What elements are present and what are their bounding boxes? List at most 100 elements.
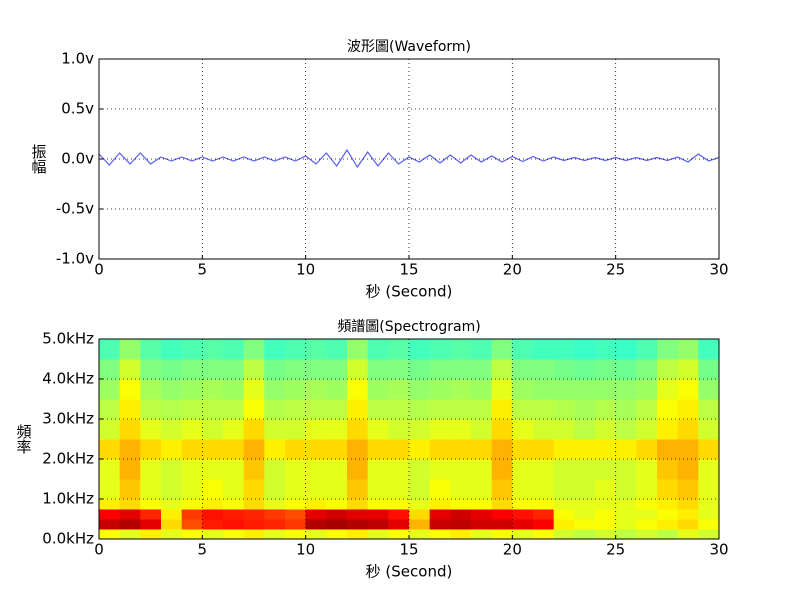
heat-cell xyxy=(264,419,286,440)
heat-cell xyxy=(305,509,327,520)
x-tick-label: 0 xyxy=(94,541,104,559)
heat-cell xyxy=(615,419,637,440)
x-tick-label: 30 xyxy=(709,541,728,559)
heat-cell xyxy=(326,509,348,520)
heat-cell xyxy=(595,509,617,520)
heat-cell xyxy=(471,459,493,480)
heat-cell xyxy=(553,529,575,540)
heat-cell xyxy=(657,479,679,500)
heat-cell xyxy=(429,519,451,530)
heat-cell xyxy=(326,459,348,480)
heat-cell xyxy=(181,519,203,530)
heat-cell xyxy=(491,479,513,500)
heat-cell xyxy=(471,419,493,440)
heat-cell xyxy=(636,519,658,530)
heat-cell xyxy=(409,459,431,480)
heat-cell xyxy=(347,519,369,530)
heat-cell xyxy=(657,419,679,440)
heat-cell xyxy=(677,529,699,540)
heat-cell xyxy=(553,399,575,420)
heat-cell xyxy=(615,439,637,460)
heat-cell xyxy=(202,509,224,520)
heat-cell xyxy=(202,439,224,460)
heat-cell xyxy=(429,509,451,520)
heat-cell xyxy=(512,509,534,520)
heat-cell xyxy=(636,339,658,360)
heat-cell xyxy=(367,529,389,540)
heat-cell xyxy=(243,479,265,500)
heat-cell xyxy=(657,359,679,380)
heat-cell xyxy=(677,359,699,380)
heat-cell xyxy=(285,399,307,420)
heat-cell xyxy=(305,419,327,440)
heat-cell xyxy=(553,359,575,380)
heat-cell xyxy=(161,479,183,500)
heat-cell xyxy=(202,529,224,540)
heat-cell xyxy=(677,459,699,480)
heat-cell xyxy=(491,529,513,540)
heat-cell xyxy=(326,399,348,420)
heat-cell xyxy=(243,439,265,460)
heat-cell xyxy=(202,419,224,440)
heat-cell xyxy=(181,419,203,440)
heat-cell xyxy=(491,439,513,460)
heat-cell xyxy=(698,479,720,500)
heat-cell xyxy=(574,519,596,530)
heat-cell xyxy=(429,459,451,480)
heat-cell xyxy=(677,419,699,440)
heat-cell xyxy=(119,509,141,520)
heat-cell xyxy=(574,359,596,380)
heat-cell xyxy=(471,439,493,460)
heat-cell xyxy=(553,479,575,500)
heat-cell xyxy=(202,359,224,380)
heat-cell xyxy=(285,459,307,480)
heat-cell xyxy=(305,479,327,500)
heat-cell xyxy=(657,379,679,400)
heat-cell xyxy=(512,439,534,460)
heat-cell xyxy=(409,529,431,540)
heat-cell xyxy=(140,459,162,480)
heat-cell xyxy=(553,339,575,360)
heat-cell xyxy=(99,519,121,530)
heat-cell xyxy=(677,519,699,530)
heat-cell xyxy=(181,399,203,420)
heat-cell xyxy=(119,439,141,460)
heat-cell xyxy=(326,439,348,460)
heat-cell xyxy=(388,479,410,500)
heat-cell xyxy=(595,479,617,500)
heat-cell xyxy=(285,519,307,530)
heat-cell xyxy=(615,529,637,540)
heat-cell xyxy=(512,339,534,360)
heat-cell xyxy=(367,419,389,440)
heat-cell xyxy=(450,529,472,540)
y-tick-label: 0.0kHz xyxy=(42,530,94,548)
heat-cell xyxy=(595,359,617,380)
heat-cell xyxy=(140,339,162,360)
heat-cell xyxy=(388,359,410,380)
heat-cell xyxy=(285,359,307,380)
heat-cell xyxy=(243,419,265,440)
heat-cell xyxy=(285,339,307,360)
heat-cell xyxy=(243,399,265,420)
heat-cell xyxy=(491,509,513,520)
heat-cell xyxy=(140,529,162,540)
heat-cell xyxy=(367,339,389,360)
heat-cell xyxy=(512,519,534,530)
heat-cell xyxy=(409,519,431,530)
heat-cell xyxy=(326,519,348,530)
heat-cell xyxy=(119,399,141,420)
heat-cell xyxy=(636,479,658,500)
heat-cell xyxy=(491,339,513,360)
heat-cell xyxy=(636,359,658,380)
heat-cell xyxy=(140,379,162,400)
heat-cell xyxy=(471,479,493,500)
heat-cell xyxy=(512,399,534,420)
heat-cell xyxy=(677,439,699,460)
heat-cell xyxy=(429,479,451,500)
heat-cell xyxy=(326,419,348,440)
heat-cell xyxy=(223,339,245,360)
heat-cell xyxy=(347,359,369,380)
heat-cell xyxy=(388,399,410,420)
heat-cell xyxy=(491,419,513,440)
y-tick-label: 2.0kHz xyxy=(42,450,94,468)
